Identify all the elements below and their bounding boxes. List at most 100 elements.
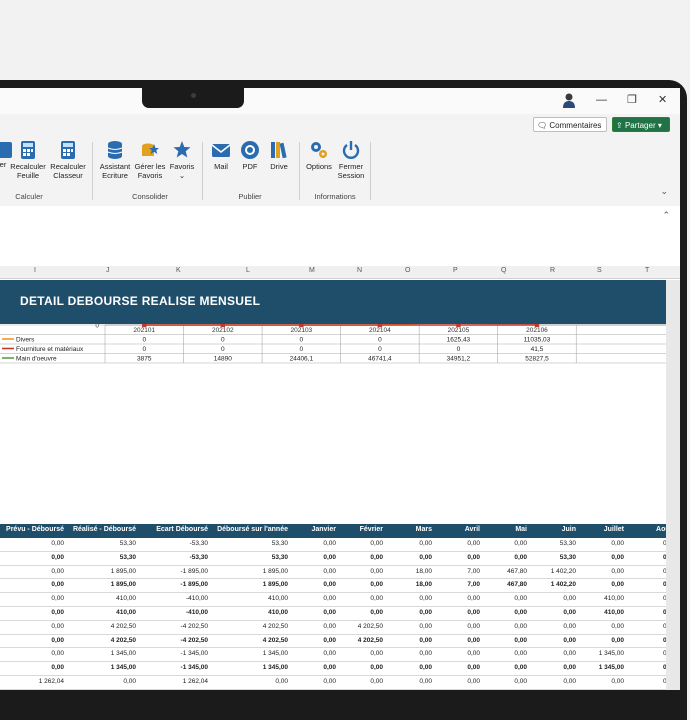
column-header[interactable]: K bbox=[176, 267, 181, 274]
table-cell[interactable]: 0,0 bbox=[612, 568, 672, 575]
table-cell[interactable]: 0,0 bbox=[612, 581, 672, 588]
table-cell[interactable]: 0,00 bbox=[4, 637, 64, 644]
table-cell[interactable]: -1 345,00 bbox=[148, 664, 208, 671]
column-header[interactable]: P bbox=[453, 267, 458, 274]
table-cell[interactable]: 0,00 bbox=[4, 650, 64, 657]
recalc-workbook-button[interactable]: Recalculer Classeur bbox=[49, 140, 87, 180]
table-cell[interactable]: 0,00 bbox=[76, 678, 136, 685]
table-cell[interactable]: 410,00 bbox=[76, 595, 136, 602]
options-button[interactable]: Options bbox=[303, 140, 335, 171]
minimize-icon[interactable]: — bbox=[596, 94, 607, 106]
table-cell[interactable]: 0,0 bbox=[612, 623, 672, 630]
table-cell[interactable]: -1 895,00 bbox=[148, 568, 208, 575]
recalculer-partial-button[interactable]: er bbox=[0, 140, 8, 169]
chart-svg: Evolution du déboursé réalisé sur l'anné… bbox=[0, 324, 666, 524]
close-session-label: Fermer Session bbox=[338, 162, 365, 180]
ribbon: er Recalculer Feuille Recalculer Classeu… bbox=[0, 136, 680, 207]
column-header[interactable]: I bbox=[34, 267, 36, 274]
table-column-header: Février bbox=[337, 526, 383, 533]
table-cell[interactable]: 1 895,00 bbox=[76, 568, 136, 575]
chart[interactable]: Evolution du déboursé réalisé sur l'anné… bbox=[0, 324, 666, 525]
calculator-icon bbox=[19, 140, 37, 160]
table-cell[interactable]: 0,0 bbox=[612, 595, 672, 602]
x-tick-label: 202105 bbox=[448, 327, 470, 334]
table-cell[interactable]: -4 202,50 bbox=[148, 623, 208, 630]
drive-button[interactable]: Drive bbox=[266, 140, 292, 171]
table-cell[interactable]: 0,0 bbox=[612, 664, 672, 671]
series-point bbox=[142, 324, 146, 327]
table-cell[interactable]: 1 262,04 bbox=[148, 678, 208, 685]
table-cell[interactable]: 1 345,00 bbox=[76, 664, 136, 671]
datatable-value: 41,5 bbox=[531, 346, 544, 353]
table-cell[interactable]: 0,00 bbox=[4, 623, 64, 630]
table-cell[interactable]: 4 202,50 bbox=[76, 623, 136, 630]
table-cell[interactable]: -410,00 bbox=[148, 609, 208, 616]
ribbon-collapse-icon[interactable]: ⌄ bbox=[660, 186, 668, 197]
mail-button[interactable]: Mail bbox=[208, 140, 234, 171]
pdf-button[interactable]: PDF bbox=[237, 140, 263, 171]
table-cell[interactable]: 53,30 bbox=[76, 540, 136, 547]
column-header[interactable]: T bbox=[645, 267, 649, 274]
group-calculer-label: Calculer bbox=[10, 192, 48, 201]
table-cell[interactable]: 1 345,00 bbox=[76, 650, 136, 657]
assistant-ecriture-button[interactable]: Assistant Ecriture bbox=[98, 140, 132, 180]
table-cell[interactable]: 0,00 bbox=[4, 568, 64, 575]
table-cell[interactable]: 0,0 bbox=[612, 609, 672, 616]
table-cell[interactable]: 0,0 bbox=[612, 678, 672, 685]
table-cell[interactable]: 0,0 bbox=[612, 540, 672, 547]
table-cell[interactable]: 0,00 bbox=[4, 581, 64, 588]
table-cell[interactable]: 0,00 bbox=[4, 664, 64, 671]
column-header[interactable]: S bbox=[597, 267, 602, 274]
manage-favorites-button[interactable]: Gérer les Favoris bbox=[133, 140, 167, 180]
table-cell[interactable]: -53,30 bbox=[148, 540, 208, 547]
datatable-value: 46741,4 bbox=[368, 356, 392, 363]
table-cell[interactable]: -4 202,50 bbox=[148, 637, 208, 644]
column-header[interactable]: M bbox=[309, 267, 315, 274]
table-cell[interactable]: 4 202,50 bbox=[76, 637, 136, 644]
group-separator bbox=[202, 142, 203, 200]
table-cell[interactable]: 0,00 bbox=[4, 554, 64, 561]
user-avatar[interactable] bbox=[562, 92, 576, 108]
table-cell[interactable]: 410,00 bbox=[76, 609, 136, 616]
table-cell[interactable]: 53,30 bbox=[76, 554, 136, 561]
table-cell[interactable]: -1 895,00 bbox=[148, 581, 208, 588]
close-icon[interactable]: ✕ bbox=[658, 94, 667, 106]
table-cell[interactable]: -1 345,00 bbox=[148, 650, 208, 657]
table-cell[interactable]: 0,00 bbox=[4, 595, 64, 602]
table-cell[interactable]: 0,0 bbox=[612, 554, 672, 561]
column-header[interactable]: Q bbox=[501, 267, 506, 274]
close-session-button[interactable]: Fermer Session bbox=[336, 140, 366, 180]
table-cell[interactable]: 0,0 bbox=[612, 637, 672, 644]
datatable-value: 0 bbox=[300, 346, 304, 353]
comments-button[interactable]: 🗨 Commentaires bbox=[533, 117, 607, 132]
column-header[interactable]: L bbox=[246, 267, 250, 274]
table-cell[interactable]: 0,0 bbox=[612, 650, 672, 657]
column-header[interactable]: O bbox=[405, 267, 410, 274]
recalc-sheet-button[interactable]: Recalculer Feuille bbox=[9, 140, 47, 180]
table-cell[interactable]: 1 895,00 bbox=[76, 581, 136, 588]
favorites-button[interactable]: Favoris⌄ bbox=[168, 140, 196, 180]
column-header[interactable]: J bbox=[106, 267, 110, 274]
column-header[interactable]: N bbox=[357, 267, 362, 274]
chevron-up-icon[interactable]: ⌃ bbox=[662, 210, 670, 221]
table-cell[interactable]: 1 262,04 bbox=[4, 678, 64, 685]
restore-icon[interactable]: ❐ bbox=[627, 94, 637, 106]
table-cell[interactable]: -410,00 bbox=[148, 595, 208, 602]
table-cell[interactable]: 0,00 bbox=[4, 609, 64, 616]
column-header[interactable]: R bbox=[550, 267, 555, 274]
datatable-value: 0 bbox=[378, 337, 382, 344]
table-cell[interactable]: 0,00 bbox=[4, 540, 64, 547]
share-button[interactable]: ⇪ Partager ▾ bbox=[612, 117, 670, 132]
table-cell[interactable]: -53,30 bbox=[148, 554, 208, 561]
